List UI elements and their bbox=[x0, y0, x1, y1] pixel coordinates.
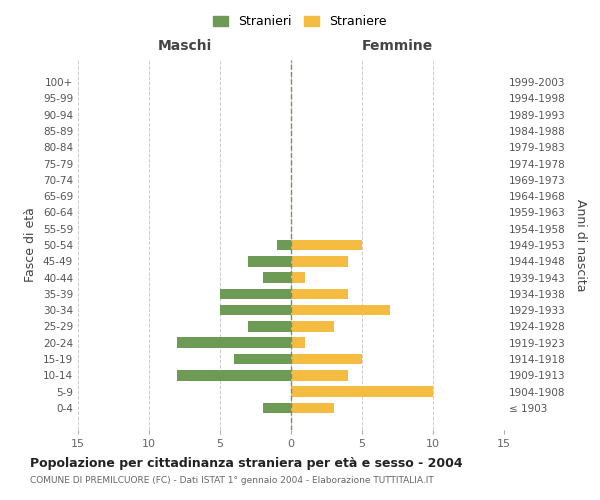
Bar bbox=[178, 370, 291, 380]
Bar bbox=[291, 240, 362, 250]
Text: COMUNE DI PREMILCUORE (FC) - Dati ISTAT 1° gennaio 2004 - Elaborazione TUTTITALI: COMUNE DI PREMILCUORE (FC) - Dati ISTAT … bbox=[30, 476, 434, 485]
Bar bbox=[220, 305, 291, 316]
Bar bbox=[248, 321, 291, 332]
Text: Popolazione per cittadinanza straniera per età e sesso - 2004: Popolazione per cittadinanza straniera p… bbox=[30, 458, 463, 470]
Bar bbox=[220, 288, 291, 299]
Bar bbox=[291, 256, 348, 266]
Bar bbox=[263, 272, 291, 283]
Bar bbox=[178, 338, 291, 348]
Y-axis label: Fasce di età: Fasce di età bbox=[25, 208, 37, 282]
Bar bbox=[263, 402, 291, 413]
Bar bbox=[291, 386, 433, 397]
Legend: Stranieri, Straniere: Stranieri, Straniere bbox=[209, 11, 391, 32]
Bar bbox=[291, 354, 362, 364]
Bar bbox=[234, 354, 291, 364]
Text: Maschi: Maschi bbox=[157, 38, 212, 52]
Bar bbox=[291, 288, 348, 299]
Bar bbox=[248, 256, 291, 266]
Bar bbox=[291, 272, 305, 283]
Bar bbox=[291, 305, 391, 316]
Bar bbox=[291, 402, 334, 413]
Bar bbox=[291, 321, 334, 332]
Bar bbox=[291, 338, 305, 348]
Bar bbox=[291, 370, 348, 380]
Text: Femmine: Femmine bbox=[362, 38, 433, 52]
Bar bbox=[277, 240, 291, 250]
Y-axis label: Anni di nascita: Anni di nascita bbox=[574, 198, 587, 291]
